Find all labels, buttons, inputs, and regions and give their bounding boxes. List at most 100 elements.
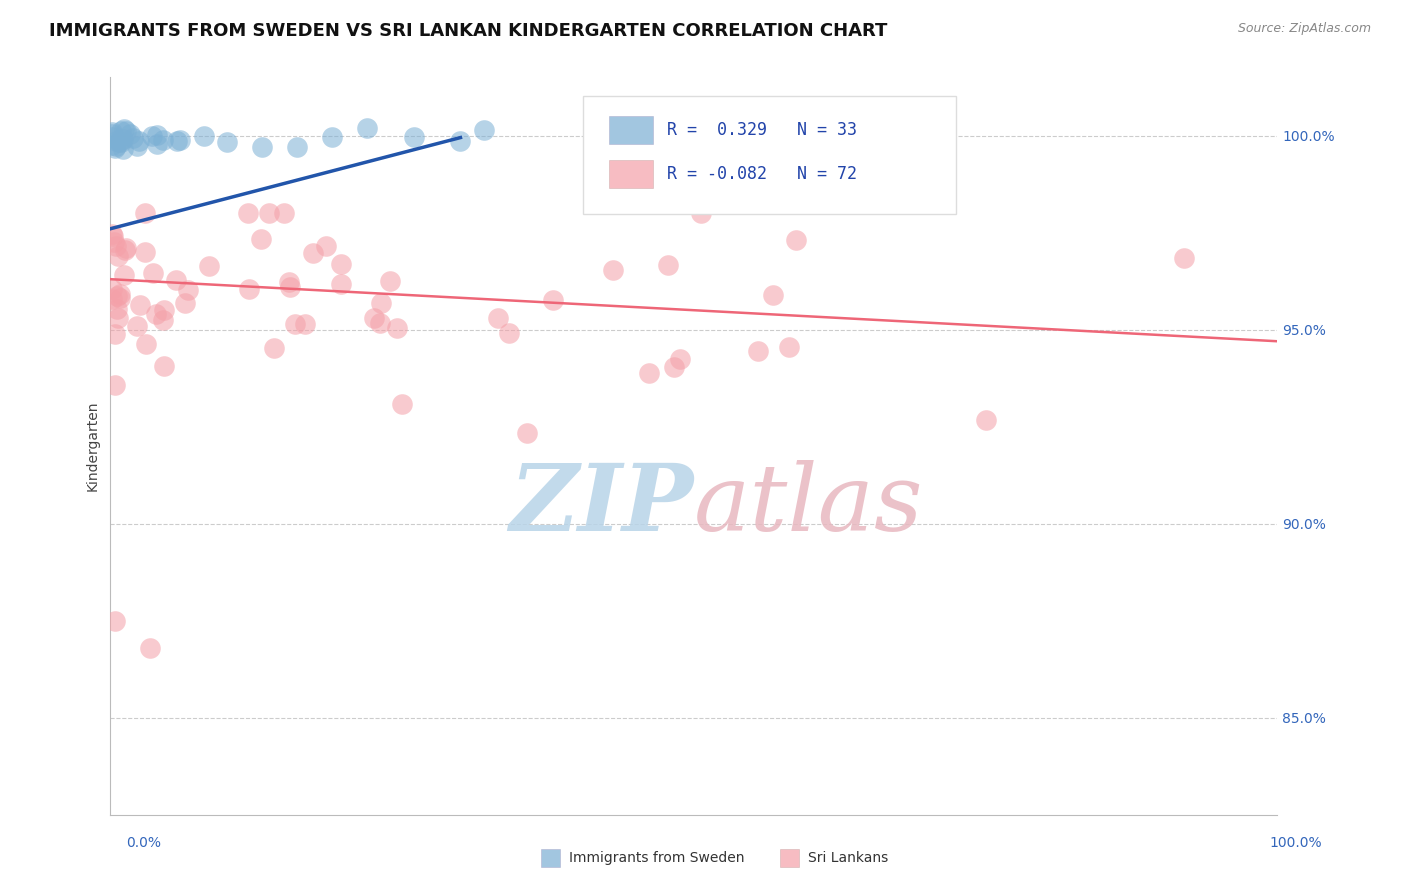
Point xyxy=(370,296,392,310)
Point xyxy=(668,351,690,366)
Point xyxy=(101,228,124,243)
Point xyxy=(177,283,200,297)
Point xyxy=(108,292,131,306)
Point xyxy=(166,134,188,148)
Point xyxy=(101,130,124,145)
Point xyxy=(541,293,564,308)
Point xyxy=(236,206,259,220)
Point xyxy=(128,134,150,148)
Point xyxy=(110,124,132,138)
Point xyxy=(602,262,624,277)
Point xyxy=(100,127,122,141)
Point xyxy=(100,292,122,306)
Point xyxy=(107,135,129,149)
Point xyxy=(516,425,538,440)
Point xyxy=(100,125,122,139)
Point xyxy=(391,397,413,411)
Point xyxy=(153,302,176,317)
Point xyxy=(169,132,191,146)
Y-axis label: Kindergarten: Kindergarten xyxy=(86,401,100,491)
Point xyxy=(103,614,125,628)
Point xyxy=(450,134,472,148)
Point xyxy=(284,318,307,332)
Point xyxy=(107,249,129,263)
Text: atlas: atlas xyxy=(693,460,924,550)
Point xyxy=(115,241,138,255)
Point xyxy=(146,128,169,142)
Point xyxy=(249,232,271,246)
Point xyxy=(100,138,122,153)
Point xyxy=(315,239,337,253)
Point xyxy=(152,133,174,147)
Point xyxy=(100,227,122,241)
Point xyxy=(257,206,280,220)
Point xyxy=(125,139,148,153)
Point xyxy=(104,141,127,155)
Point xyxy=(498,326,520,340)
Point xyxy=(785,233,807,247)
Point xyxy=(657,259,679,273)
Point xyxy=(139,640,162,655)
Text: IMMIGRANTS FROM SWEDEN VS SRI LANKAN KINDERGARTEN CORRELATION CHART: IMMIGRANTS FROM SWEDEN VS SRI LANKAN KIN… xyxy=(49,22,887,40)
Point xyxy=(134,245,156,260)
Point xyxy=(193,129,215,144)
Text: Immigrants from Sweden: Immigrants from Sweden xyxy=(569,851,745,865)
Point xyxy=(100,282,122,296)
Point xyxy=(104,377,127,392)
Point xyxy=(105,139,128,153)
Point xyxy=(368,316,391,330)
Text: R =  0.329   N = 33: R = 0.329 N = 33 xyxy=(666,120,858,139)
Point xyxy=(238,282,260,296)
Point xyxy=(637,366,659,380)
Point xyxy=(330,277,353,291)
Point xyxy=(273,206,295,220)
Point xyxy=(778,340,800,354)
Point xyxy=(263,341,285,355)
Point xyxy=(690,206,713,220)
Text: ZIP: ZIP xyxy=(509,460,693,550)
Text: 100.0%: 100.0% xyxy=(1270,836,1322,850)
Point xyxy=(112,268,135,282)
Point xyxy=(105,239,128,253)
Point xyxy=(217,135,239,149)
Point xyxy=(114,244,136,258)
Point xyxy=(285,140,308,154)
Point xyxy=(762,288,785,302)
Point xyxy=(122,131,145,145)
Point xyxy=(173,296,195,310)
Point xyxy=(111,132,134,146)
Text: 0.0%: 0.0% xyxy=(127,836,162,850)
Point xyxy=(472,123,495,137)
Point xyxy=(278,280,301,294)
Point xyxy=(108,286,131,301)
Point xyxy=(321,130,343,145)
Point xyxy=(135,337,157,351)
Point xyxy=(134,206,156,220)
Point xyxy=(329,257,352,271)
Point xyxy=(103,235,125,250)
Point xyxy=(115,123,138,137)
Point xyxy=(129,298,152,312)
Point xyxy=(120,127,142,141)
Point xyxy=(198,259,221,273)
Point xyxy=(141,129,163,144)
Point xyxy=(104,326,127,341)
Point xyxy=(278,275,301,289)
FancyBboxPatch shape xyxy=(609,116,652,144)
FancyBboxPatch shape xyxy=(609,160,652,188)
Point xyxy=(112,122,135,136)
Point xyxy=(152,313,174,327)
Text: R = -0.082   N = 72: R = -0.082 N = 72 xyxy=(666,165,858,183)
Point xyxy=(302,246,325,260)
Point xyxy=(104,134,127,148)
Point xyxy=(974,413,997,427)
Point xyxy=(105,289,128,303)
Point xyxy=(294,318,316,332)
Point xyxy=(385,320,408,334)
Text: Source: ZipAtlas.com: Source: ZipAtlas.com xyxy=(1237,22,1371,36)
Point xyxy=(111,142,134,156)
Point xyxy=(1173,252,1195,266)
Point xyxy=(165,273,187,287)
Point xyxy=(378,274,401,288)
Point xyxy=(110,135,132,149)
